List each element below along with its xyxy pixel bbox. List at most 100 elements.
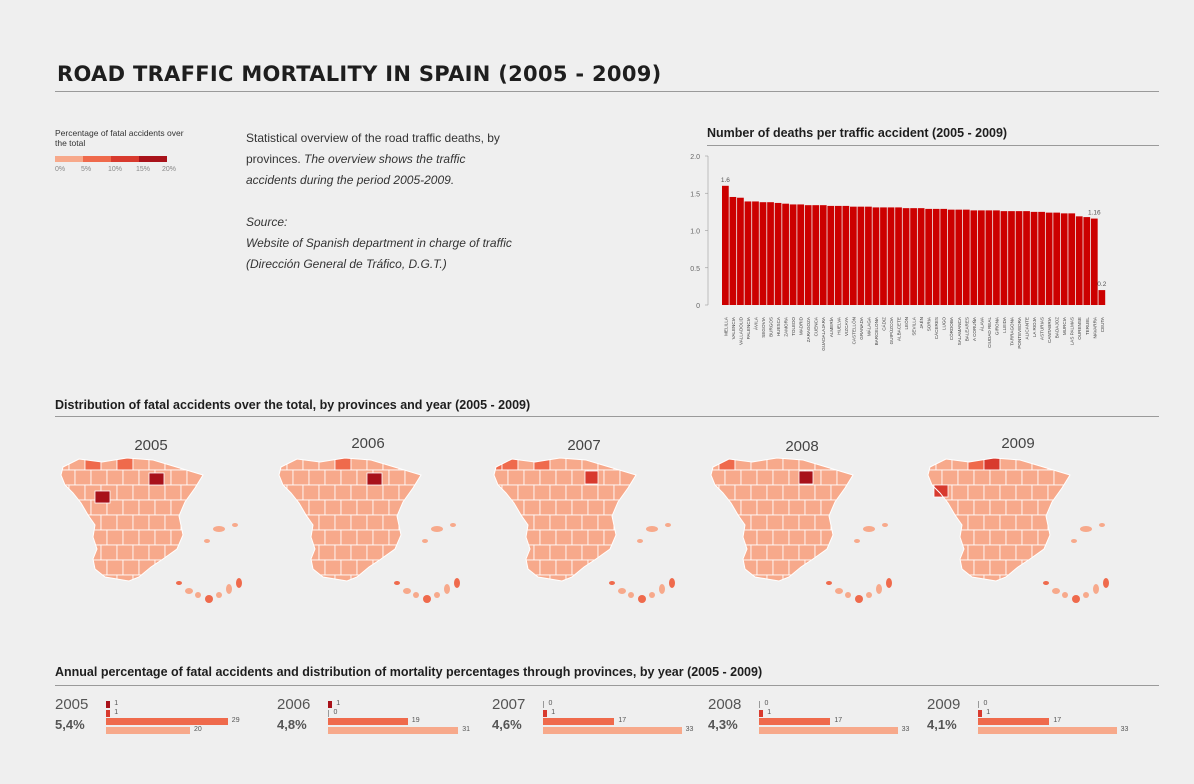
province-cell bbox=[324, 529, 342, 546]
province-cell bbox=[517, 458, 535, 471]
annual-bar bbox=[759, 718, 831, 725]
bar bbox=[1000, 211, 1008, 305]
province-cell bbox=[494, 559, 509, 576]
province-highlight bbox=[933, 484, 949, 498]
x-tick-label: CEUTA bbox=[1100, 316, 1105, 332]
province-cell bbox=[122, 469, 140, 486]
province-cell bbox=[148, 514, 166, 531]
province-cell bbox=[186, 559, 203, 576]
bar bbox=[752, 201, 759, 305]
province-cell bbox=[1047, 514, 1065, 531]
bar bbox=[1045, 212, 1053, 305]
province-cell bbox=[1005, 559, 1023, 576]
bar bbox=[1083, 217, 1091, 305]
x-tick-label: LEÓN bbox=[903, 317, 909, 330]
province-cell bbox=[941, 559, 959, 576]
province-cell bbox=[629, 458, 636, 471]
x-tick-label: CIUDAD REAL bbox=[987, 317, 992, 348]
x-tick-label: ALBACETE bbox=[897, 317, 902, 341]
annual-bar-value: 0 bbox=[983, 700, 988, 707]
x-tick-label: SEVILLA bbox=[912, 316, 917, 336]
annual-bar-value: 1 bbox=[114, 700, 119, 707]
province-cell bbox=[830, 484, 848, 501]
province-cell bbox=[164, 544, 182, 561]
annual-bar bbox=[978, 709, 983, 717]
province-cell bbox=[539, 529, 557, 546]
province-cell bbox=[935, 574, 953, 581]
legend-color-bar bbox=[55, 156, 167, 162]
province-cell bbox=[180, 514, 198, 531]
province-cell bbox=[999, 544, 1017, 561]
province-cell bbox=[350, 458, 368, 471]
bar bbox=[812, 205, 820, 305]
bar bbox=[925, 208, 933, 305]
province-cell bbox=[999, 574, 1017, 581]
annual-total-label: 4,1% bbox=[927, 717, 957, 732]
province-cell bbox=[983, 484, 1001, 501]
balearic-island bbox=[213, 526, 225, 532]
province-cell bbox=[814, 514, 832, 531]
annual-bar bbox=[328, 709, 329, 717]
balearic-island bbox=[1080, 526, 1092, 532]
canary-island bbox=[845, 592, 851, 598]
bar bbox=[1030, 211, 1038, 305]
province-cell bbox=[603, 559, 621, 576]
province-cell bbox=[202, 529, 203, 546]
canary-island bbox=[618, 588, 626, 594]
province-cell bbox=[539, 559, 557, 576]
province-cell bbox=[830, 544, 848, 561]
province-cell bbox=[565, 574, 583, 581]
intro-line: accidents during the period 2005-2009. bbox=[246, 170, 546, 191]
province-cell bbox=[1053, 559, 1070, 576]
province-cell bbox=[517, 484, 535, 501]
source-line: (Dirección General de Tráfico, D.G.T.) bbox=[246, 254, 546, 275]
province-cell bbox=[766, 544, 784, 561]
province-cell bbox=[122, 559, 140, 576]
province-cell bbox=[404, 559, 421, 576]
province-cell bbox=[1021, 469, 1039, 486]
province-cell bbox=[420, 559, 421, 576]
map-year-2009: 2009 bbox=[1001, 435, 1035, 452]
province-cell bbox=[318, 458, 336, 471]
province-cell bbox=[619, 499, 636, 516]
province-cell bbox=[1021, 529, 1039, 546]
annual-bar-value: 20 bbox=[194, 725, 202, 733]
spain-map-2006 bbox=[278, 457, 460, 603]
province-cell bbox=[334, 514, 352, 531]
balearic-island bbox=[854, 539, 860, 543]
province-cell bbox=[318, 484, 336, 501]
province-cell bbox=[587, 529, 605, 546]
x-tick-label: ALMERÍA bbox=[828, 316, 834, 337]
province-cell bbox=[724, 469, 742, 486]
province-cell bbox=[619, 559, 636, 576]
province-cell bbox=[148, 484, 166, 501]
province-cell bbox=[740, 499, 758, 516]
x-tick-label: MADRID bbox=[799, 316, 804, 335]
bar bbox=[1023, 211, 1030, 305]
legend-swatch-3 bbox=[111, 156, 139, 162]
province-cell bbox=[836, 499, 853, 516]
province-cell bbox=[366, 484, 384, 501]
province-cell bbox=[711, 529, 726, 546]
province-cell bbox=[186, 529, 203, 546]
province-cell bbox=[372, 529, 390, 546]
province-cell bbox=[68, 514, 86, 531]
province-cell bbox=[711, 559, 726, 576]
province-cell bbox=[549, 544, 567, 561]
province-cell bbox=[928, 529, 943, 546]
province-cell bbox=[324, 469, 342, 486]
intro-line: Statistical overview of the road traffic… bbox=[246, 131, 500, 145]
province-cell bbox=[1069, 499, 1070, 516]
annual-bar-value: 1 bbox=[551, 708, 556, 716]
spain-map-2009 bbox=[927, 457, 1109, 603]
canary-island bbox=[413, 592, 419, 598]
annual-bar-value: 1 bbox=[114, 708, 119, 716]
x-tick-label: SEGOVIA bbox=[761, 316, 766, 338]
province-cell bbox=[782, 574, 800, 581]
province-cell bbox=[494, 499, 509, 516]
province-cell bbox=[766, 514, 784, 531]
province-cell bbox=[279, 544, 288, 561]
canary-island bbox=[1093, 584, 1099, 594]
province-cell bbox=[724, 529, 742, 546]
province-cell bbox=[494, 544, 503, 561]
